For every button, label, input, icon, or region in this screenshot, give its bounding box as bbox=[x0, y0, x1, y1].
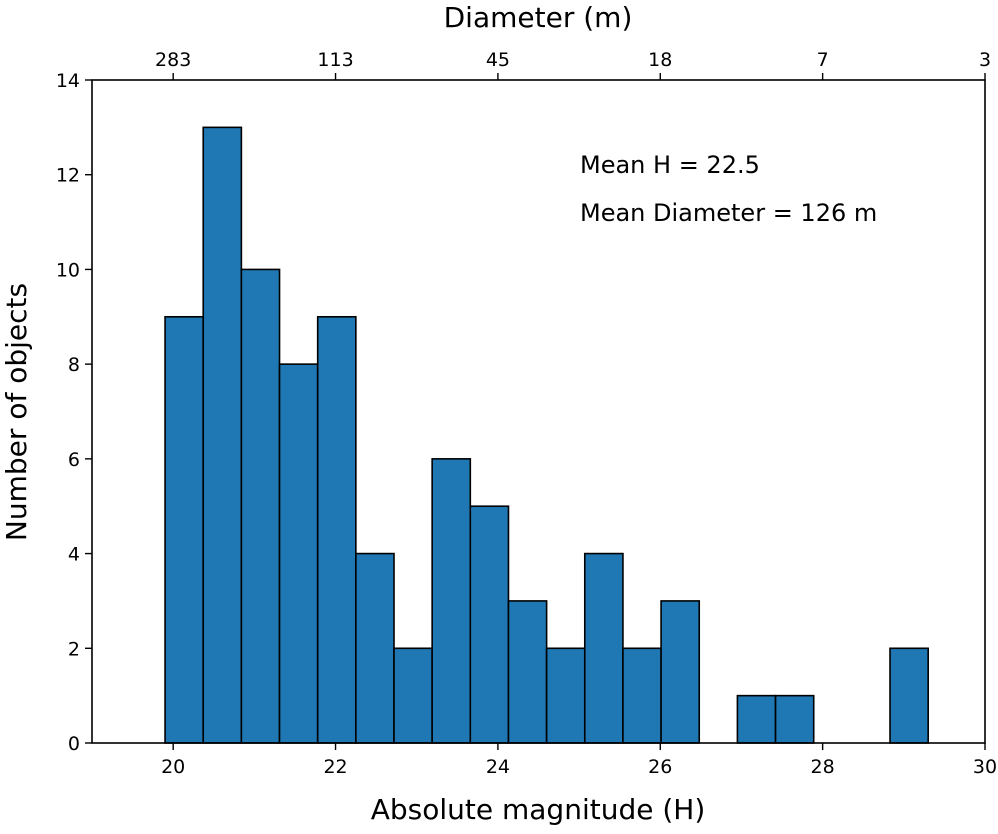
histogram-bar bbox=[393, 647, 433, 744]
histogram-bar bbox=[736, 694, 777, 744]
histogram-bar bbox=[889, 647, 929, 744]
histogram-bar bbox=[507, 600, 548, 744]
annotation-mean-h: Mean H = 22.5 bbox=[580, 151, 760, 179]
histogram-bar bbox=[431, 458, 472, 744]
x-tick-label: 26 bbox=[648, 756, 672, 778]
top-tick-label: 45 bbox=[486, 49, 510, 71]
y-tick-label: 12 bbox=[56, 165, 80, 187]
bars-layer bbox=[164, 126, 929, 744]
histogram-bar bbox=[774, 694, 815, 744]
y-tick-label: 4 bbox=[68, 544, 80, 566]
y-axis-title: Number of objects bbox=[0, 283, 33, 541]
top-tick-label: 113 bbox=[317, 49, 353, 71]
x-axis-title: Absolute magnitude (H) bbox=[371, 793, 706, 826]
histogram-bar bbox=[202, 126, 243, 744]
x-tick-label: 24 bbox=[486, 756, 510, 778]
top-tick-label: 3 bbox=[979, 49, 991, 71]
plot-frame bbox=[91, 79, 986, 744]
histogram-bar bbox=[240, 268, 281, 744]
x-tick-label: 20 bbox=[161, 756, 185, 778]
top-axis-title: Diameter (m) bbox=[444, 1, 633, 34]
histogram-bar bbox=[622, 647, 662, 744]
y-tick-label: 8 bbox=[68, 354, 80, 376]
histogram-bar bbox=[583, 552, 624, 744]
x-tick-label: 22 bbox=[323, 756, 347, 778]
annotation-mean-diameter: Mean Diameter = 126 m bbox=[580, 199, 877, 227]
y-tick-label: 2 bbox=[68, 638, 80, 660]
x-tick-label: 30 bbox=[973, 756, 997, 778]
x-tick-label: 28 bbox=[811, 756, 835, 778]
histogram-bar bbox=[164, 315, 205, 744]
histogram-bar bbox=[278, 363, 319, 744]
y-tick-label: 6 bbox=[68, 449, 80, 471]
histogram-bar bbox=[660, 600, 701, 744]
histogram-bar bbox=[355, 552, 395, 744]
y-tick-label: 10 bbox=[56, 259, 80, 281]
top-tick-label: 7 bbox=[817, 49, 829, 71]
y-tick-label: 14 bbox=[56, 70, 80, 92]
y-tick-label: 0 bbox=[68, 733, 80, 755]
top-tick-label: 283 bbox=[155, 49, 191, 71]
histogram-bar bbox=[545, 647, 586, 744]
top-tick-label: 18 bbox=[648, 49, 672, 71]
histogram-bar bbox=[469, 505, 510, 744]
histogram-bar bbox=[316, 315, 357, 744]
